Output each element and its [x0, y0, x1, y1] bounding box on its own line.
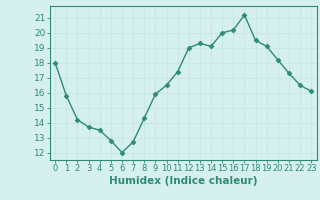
- X-axis label: Humidex (Indice chaleur): Humidex (Indice chaleur): [109, 176, 258, 186]
